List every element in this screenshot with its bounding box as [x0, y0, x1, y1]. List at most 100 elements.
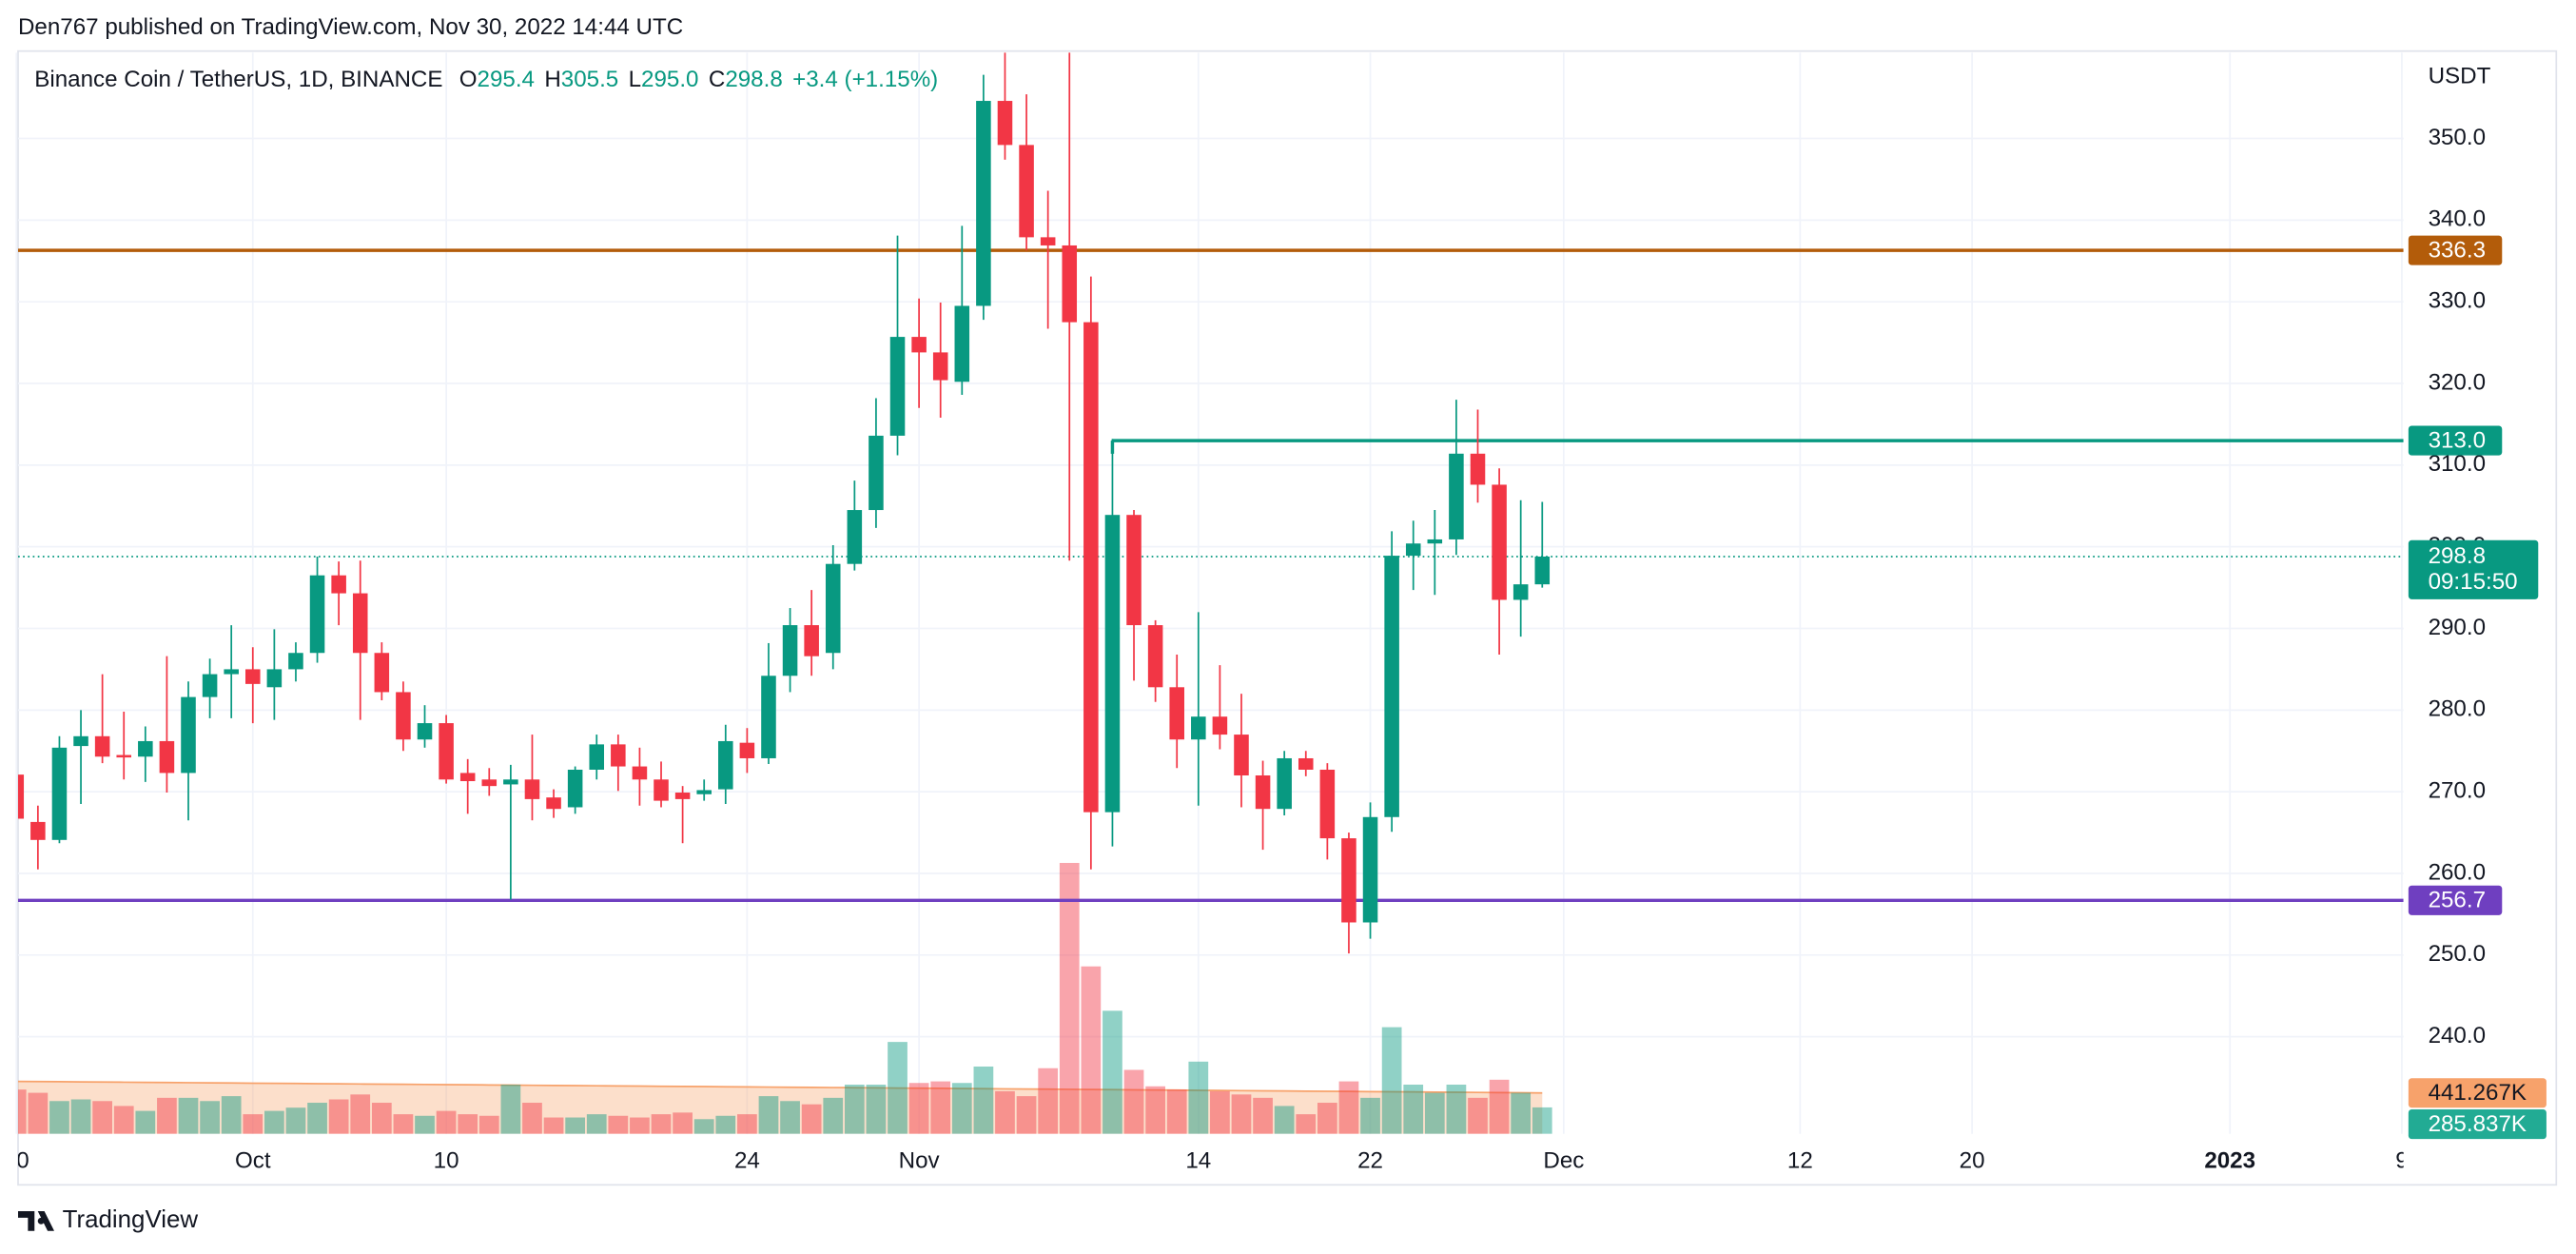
candle-body: [481, 779, 498, 787]
candle-body: [1169, 687, 1184, 740]
brand-name: TradingView: [63, 1206, 199, 1233]
candle-body: [1427, 539, 1443, 544]
candle-body: [524, 779, 540, 799]
volume-bar: [1038, 1068, 1059, 1134]
volume-bar: [1338, 1081, 1359, 1134]
x-tick-label: 10: [434, 1148, 459, 1174]
candle-body: [889, 337, 906, 436]
candle-body: [1298, 757, 1314, 770]
volume-bar: [1424, 1092, 1445, 1134]
candle-body: [1405, 543, 1421, 557]
candle-body: [1470, 453, 1486, 485]
volume-bar: [415, 1115, 435, 1134]
y-tick-label: 290.0: [2429, 615, 2486, 640]
level-label: 336.3: [2429, 237, 2486, 263]
candle-body: [954, 305, 970, 382]
last-price-box: [2408, 539, 2539, 599]
level-label: 313.0: [2429, 427, 2486, 453]
candle-body: [932, 352, 948, 381]
candle-body: [1319, 769, 1336, 839]
candle-body: [1341, 838, 1356, 923]
candle-body: [1062, 245, 1078, 323]
candle-body: [1147, 625, 1163, 688]
y-tick-label: 320.0: [2429, 369, 2486, 395]
publisher-note: Den767 published on TradingView.com, Nov…: [18, 14, 683, 40]
volume-bar: [1166, 1089, 1187, 1134]
volume-bar: [436, 1110, 457, 1134]
volume-bar: [1296, 1114, 1317, 1134]
volume-bar: [135, 1110, 156, 1134]
candle-body: [73, 735, 88, 747]
level-label: 256.7: [2429, 888, 2486, 913]
volume-bar: [1403, 1084, 1424, 1134]
volume-bar: [478, 1115, 499, 1134]
candle-body: [804, 625, 819, 656]
level-label-box: [2408, 425, 2503, 456]
legend-key: C: [709, 67, 725, 92]
y-tick-label: 240.0: [2429, 1023, 2486, 1048]
volume-bar: [1081, 966, 1102, 1134]
volume-bar: [1188, 1061, 1209, 1134]
volume-bar: [737, 1114, 757, 1134]
candle-body: [782, 625, 798, 676]
time-axis: 20 Oct 10 24 Nov 14 22 Dec 12 20 2023 9: [18, 1148, 2404, 1174]
candle-body: [396, 692, 411, 740]
volume-bar: [1317, 1103, 1337, 1134]
volume-ma-label-box: [2408, 1078, 2547, 1108]
volume-bar: [243, 1114, 263, 1134]
candle-body: [288, 653, 303, 670]
candle-body: [654, 779, 669, 801]
y-unit-label: USDT: [2429, 64, 2491, 89]
candle-body: [567, 769, 583, 808]
candle-body: [331, 575, 346, 594]
x-tick-label: 22: [1357, 1148, 1383, 1174]
volume-bar: [973, 1066, 994, 1134]
candle-body: [374, 653, 390, 693]
candle-body: [1126, 515, 1142, 626]
volume-bar: [70, 1099, 91, 1134]
level-label-box: [2408, 885, 2503, 915]
candle-body: [352, 593, 368, 654]
legend-value: 298.8: [725, 67, 782, 92]
volume-bar: [888, 1042, 907, 1134]
candle-body: [1492, 484, 1507, 600]
candle-body: [1362, 816, 1378, 923]
candle-body: [589, 744, 605, 770]
grid: [15, 52, 2404, 1134]
volume-bar: [1274, 1106, 1295, 1134]
candle-body: [761, 676, 776, 758]
volume-bar: [1231, 1094, 1252, 1134]
volume-bar: [543, 1117, 564, 1134]
x-tick-label: 2023: [2204, 1148, 2255, 1174]
candle-body: [1255, 774, 1271, 810]
legend-key: O: [459, 67, 478, 92]
volume-bar: [1532, 1107, 1552, 1134]
volume-bar: [951, 1083, 972, 1134]
volume-bar: [673, 1112, 693, 1134]
legend-change: +3.4 (+1.15%): [792, 67, 938, 92]
x-tick-label: 20: [1960, 1148, 1985, 1174]
candle-body: [417, 723, 433, 740]
y-tick-label: 260.0: [2429, 859, 2486, 885]
candle-body: [674, 793, 691, 799]
x-tick-label: Dec: [1543, 1148, 1584, 1174]
volume-bar: [328, 1099, 349, 1134]
volume-bar: [715, 1115, 736, 1134]
candle-body: [847, 510, 863, 564]
volume-bar: [500, 1084, 521, 1134]
y-tick-label: 350.0: [2429, 125, 2486, 150]
candle-body: [503, 779, 518, 785]
x-tick-label: 14: [1185, 1148, 1211, 1174]
volume-bar: [221, 1096, 242, 1134]
candle-body: [159, 740, 175, 774]
volume-bar: [1468, 1097, 1488, 1134]
volume-bar: [157, 1097, 177, 1134]
price-axis: 240.0250.0260.0270.0280.0290.0300.0310.0…: [2408, 64, 2547, 1140]
x-tick-label: Nov: [899, 1148, 940, 1174]
candle-body: [825, 563, 841, 654]
volume-bar: [630, 1117, 650, 1134]
brand-logo: [17, 1210, 54, 1231]
volume-bar: [758, 1096, 779, 1134]
x-tick-label: 12: [1787, 1148, 1813, 1174]
